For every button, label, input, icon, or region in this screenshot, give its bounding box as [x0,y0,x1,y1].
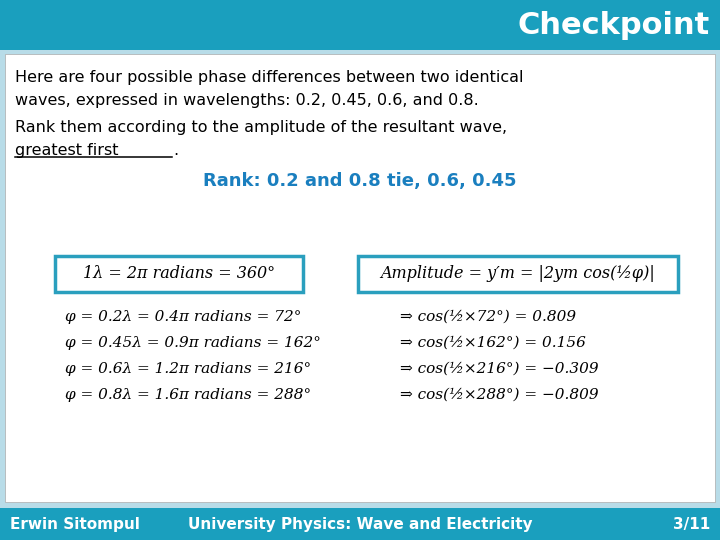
Text: University Physics: Wave and Electricity: University Physics: Wave and Electricity [188,516,532,531]
Text: greatest first: greatest first [15,143,119,158]
FancyBboxPatch shape [0,508,720,540]
Text: .: . [173,143,178,158]
FancyBboxPatch shape [5,54,715,502]
Text: Here are four possible phase differences between two identical: Here are four possible phase differences… [15,70,523,85]
Text: waves, expressed in wavelengths: 0.2, 0.45, 0.6, and 0.8.: waves, expressed in wavelengths: 0.2, 0.… [15,93,479,108]
Text: 3/11: 3/11 [672,516,710,531]
FancyBboxPatch shape [0,0,720,50]
FancyBboxPatch shape [358,256,678,292]
Text: φ = 0.6λ = 1.2π radians = 216°: φ = 0.6λ = 1.2π radians = 216° [65,362,311,376]
Text: ⇒ cos(½×162°) = 0.156: ⇒ cos(½×162°) = 0.156 [400,336,586,350]
Text: Rank them according to the amplitude of the resultant wave,: Rank them according to the amplitude of … [15,120,507,135]
Text: Rank: 0.2 and 0.8 tie, 0.6, 0.45: Rank: 0.2 and 0.8 tie, 0.6, 0.45 [203,172,517,190]
Text: Erwin Sitompul: Erwin Sitompul [10,516,140,531]
Text: ⇒ cos(½×288°) = −0.809: ⇒ cos(½×288°) = −0.809 [400,388,598,402]
Text: 1λ = 2π radians = 360°: 1λ = 2π radians = 360° [83,266,275,282]
Text: Checkpoint: Checkpoint [518,10,710,39]
Text: ⇒ cos(½×216°) = −0.309: ⇒ cos(½×216°) = −0.309 [400,362,598,376]
Text: φ = 0.45λ = 0.9π radians = 162°: φ = 0.45λ = 0.9π radians = 162° [65,336,321,350]
Text: ⇒ cos(½×72°) = 0.809: ⇒ cos(½×72°) = 0.809 [400,310,576,324]
Text: φ = 0.8λ = 1.6π radians = 288°: φ = 0.8λ = 1.6π radians = 288° [65,388,311,402]
FancyBboxPatch shape [55,256,303,292]
Text: Amplitude = y′m = |2ym cos(½φ)|: Amplitude = y′m = |2ym cos(½φ)| [381,266,655,282]
Text: φ = 0.2λ = 0.4π radians = 72°: φ = 0.2λ = 0.4π radians = 72° [65,310,302,324]
